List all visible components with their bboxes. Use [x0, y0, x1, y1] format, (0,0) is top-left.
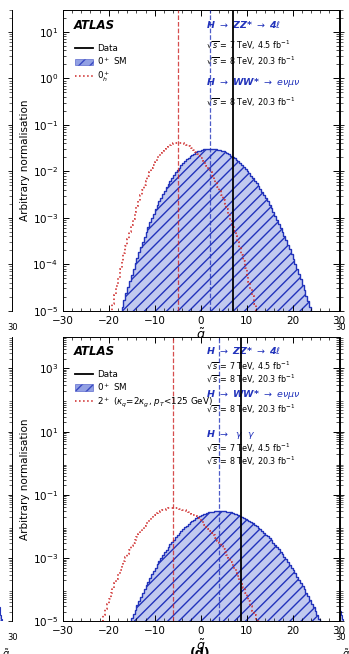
Text: $\sqrt{s}$ = 7 TeV, 4.5 fb$^{-1}$: $\sqrt{s}$ = 7 TeV, 4.5 fb$^{-1}$ [206, 442, 290, 455]
X-axis label: $\tilde{q}$: $\tilde{q}$ [196, 327, 206, 344]
Text: $\sqrt{s}$ = 8 TeV, 20.3 fb$^{-1}$: $\sqrt{s}$ = 8 TeV, 20.3 fb$^{-1}$ [206, 455, 295, 468]
Text: $\sqrt{s}$ = 8 TeV, 20.3 fb$^{-1}$: $\sqrt{s}$ = 8 TeV, 20.3 fb$^{-1}$ [206, 95, 295, 109]
Text: 30: 30 [7, 322, 17, 332]
Text: $\sqrt{s}$ = 8 TeV, 20.3 fb$^{-1}$: $\sqrt{s}$ = 8 TeV, 20.3 fb$^{-1}$ [206, 55, 295, 68]
Text: 30: 30 [335, 322, 346, 332]
Text: $\sqrt{s}$ = 7 TeV, 4.5 fb$^{-1}$: $\sqrt{s}$ = 7 TeV, 4.5 fb$^{-1}$ [206, 360, 290, 373]
Y-axis label: Arbitrary normalisation: Arbitrary normalisation [20, 99, 30, 221]
Text: H $\rightarrow$ ZZ* $\rightarrow$ 4$\ell$: H $\rightarrow$ ZZ* $\rightarrow$ 4$\ell… [206, 19, 281, 30]
Text: 30: 30 [7, 632, 17, 642]
Text: (d): (d) [190, 647, 211, 654]
Text: 30: 30 [335, 632, 346, 642]
Text: H $\rightarrow$ WW* $\rightarrow$ $e\nu\mu\nu$: H $\rightarrow$ WW* $\rightarrow$ $e\nu\… [206, 76, 301, 89]
Text: $\tilde{q}$: $\tilde{q}$ [2, 337, 10, 353]
Y-axis label: Arbitrary normalisation: Arbitrary normalisation [20, 419, 30, 540]
Text: H $\rightarrow$  $\gamma$  $\gamma$: H $\rightarrow$ $\gamma$ $\gamma$ [206, 428, 256, 441]
Legend: Data, 0$^+$ SM, 2$^+$ ($\kappa_q$=2$\kappa_g$, $p_T$<125 GeV): Data, 0$^+$ SM, 2$^+$ ($\kappa_q$=2$\kap… [75, 370, 213, 409]
Text: $\tilde{q}$: $\tilde{q}$ [2, 647, 10, 654]
Text: (b): (b) [190, 337, 211, 351]
Text: $\sqrt{s}$ = 8 TeV, 20.3 fb$^{-1}$: $\sqrt{s}$ = 8 TeV, 20.3 fb$^{-1}$ [206, 372, 295, 386]
Text: H $\rightarrow$ WW* $\rightarrow$ $e\nu\mu\nu$: H $\rightarrow$ WW* $\rightarrow$ $e\nu\… [206, 388, 301, 401]
Text: $\sqrt{s}$ = 8 TeV, 20.3 fb$^{-1}$: $\sqrt{s}$ = 8 TeV, 20.3 fb$^{-1}$ [206, 402, 295, 416]
Legend: Data, 0$^+$ SM, $0^+_h$: Data, 0$^+$ SM, $0^+_h$ [75, 44, 128, 84]
X-axis label: $\tilde{q}$: $\tilde{q}$ [196, 638, 206, 654]
Text: $\tilde{q}$: $\tilde{q}$ [342, 337, 349, 353]
Text: H $\rightarrow$ ZZ* $\rightarrow$ 4$\ell$: H $\rightarrow$ ZZ* $\rightarrow$ 4$\ell… [206, 345, 281, 356]
Text: $\sqrt{s}$ = 7 TeV, 4.5 fb$^{-1}$: $\sqrt{s}$ = 7 TeV, 4.5 fb$^{-1}$ [206, 39, 290, 52]
Text: ATLAS: ATLAS [74, 19, 115, 32]
Text: ATLAS: ATLAS [74, 345, 115, 358]
Text: $\tilde{q}$: $\tilde{q}$ [342, 647, 349, 654]
